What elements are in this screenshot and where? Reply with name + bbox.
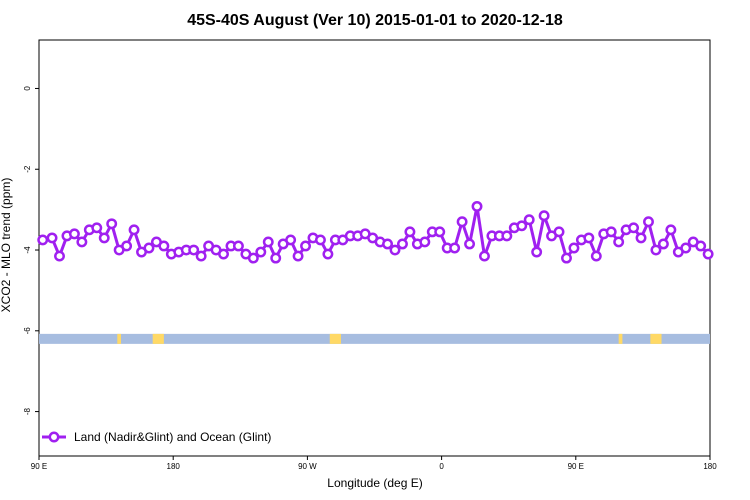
data-point — [561, 252, 572, 264]
data-point — [590, 250, 602, 262]
y-axis-ticks: 0 -2 -4 -6 -8 — [23, 86, 39, 415]
land-mask-segment — [650, 333, 662, 344]
data-point — [158, 240, 170, 252]
data-point — [680, 242, 692, 254]
y-tick-label: 0 — [23, 86, 32, 91]
chart-title: 45S-40S August (Ver 10) 2015-01-01 to 20… — [187, 12, 563, 29]
data-point — [538, 210, 550, 222]
y-axis-label: XCO2 - MLO trend (ppm) — [0, 178, 13, 313]
data-point — [314, 234, 326, 246]
x-tick-label: 180 — [167, 462, 181, 471]
data-point — [628, 222, 640, 234]
data-point — [434, 226, 446, 238]
data-point — [404, 226, 416, 238]
data-point — [54, 250, 65, 262]
y-tick-label: -8 — [23, 407, 32, 415]
x-tick-label: 0 — [439, 462, 444, 471]
data-point — [695, 240, 707, 252]
data-point — [262, 236, 274, 248]
plot-area — [37, 39, 714, 457]
y-tick-label: -4 — [23, 246, 32, 254]
data-point — [285, 234, 297, 246]
y-tick-label: -6 — [23, 327, 32, 335]
land-mask-segment — [152, 333, 164, 344]
data-point — [479, 250, 490, 262]
data-point — [106, 218, 118, 230]
data-point — [68, 228, 80, 240]
x-tick-label: 90 W — [298, 462, 317, 471]
land-mask-segment — [329, 333, 341, 344]
x-axis-ticks: 90 E 180 90 W 0 90 E 180 — [31, 456, 717, 471]
data-point — [382, 238, 393, 250]
data-point — [247, 252, 259, 264]
data-point — [292, 250, 304, 262]
legend-marker-swatch — [48, 431, 60, 443]
data-point — [218, 248, 229, 260]
data-point — [635, 232, 647, 244]
ocean-mask-band — [39, 333, 710, 344]
data-point — [195, 250, 207, 262]
x-axis-label: Longitude (deg E) — [327, 476, 422, 490]
data-point — [531, 246, 543, 258]
data-point — [665, 224, 677, 236]
data-point — [98, 232, 110, 244]
data-point — [464, 238, 476, 250]
data-point — [553, 226, 565, 238]
data-point — [300, 240, 311, 252]
data-point — [456, 216, 468, 228]
data-point — [449, 242, 461, 254]
data-point — [516, 220, 528, 232]
data-point — [605, 226, 617, 238]
data-point — [650, 244, 662, 256]
data-point — [419, 236, 431, 248]
data-point — [121, 240, 133, 252]
data-point — [188, 244, 200, 256]
data-point — [322, 248, 334, 260]
x-tick-label: 180 — [703, 462, 717, 471]
x-tick-label: 90 E — [568, 462, 584, 471]
data-point — [255, 246, 267, 258]
data-point — [702, 248, 714, 260]
data-point — [143, 242, 155, 254]
data-point — [128, 224, 140, 236]
x-tick-label: 90 E — [31, 462, 47, 471]
data-point — [76, 236, 88, 248]
data-point — [91, 222, 103, 234]
data-point — [37, 234, 49, 246]
data-point — [583, 232, 595, 244]
data-point — [471, 200, 483, 212]
data-point — [523, 214, 535, 226]
data-point — [389, 244, 401, 256]
land-mask-segment — [618, 333, 623, 344]
data-point — [46, 232, 58, 244]
legend-label: Land (Nadir&Glint) and Ocean (Glint) — [74, 430, 271, 444]
legend: Land (Nadir&Glint) and Ocean (Glint) — [42, 430, 271, 444]
data-point — [397, 238, 408, 250]
data-point — [232, 240, 244, 252]
data-point — [568, 242, 580, 254]
land-mask-segment — [117, 333, 122, 344]
plot-frame — [38, 39, 711, 457]
data-point — [657, 238, 669, 250]
data-point — [643, 216, 654, 228]
data-point — [270, 252, 282, 264]
data-point — [501, 230, 513, 242]
data-point — [613, 236, 625, 248]
y-tick-label: -2 — [23, 165, 32, 173]
